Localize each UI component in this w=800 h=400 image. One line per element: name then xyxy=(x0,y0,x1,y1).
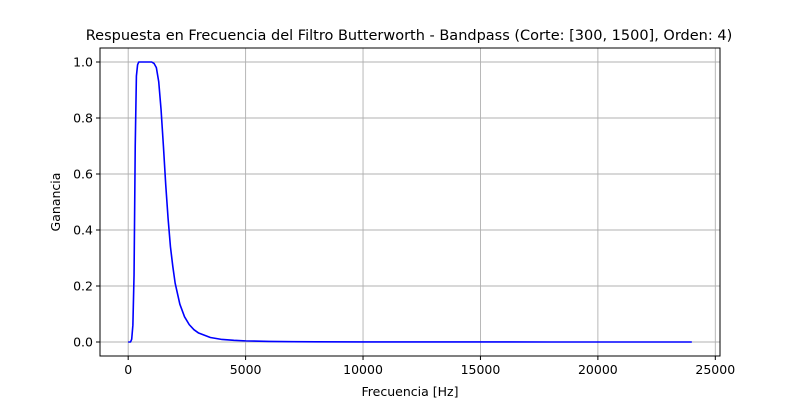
y-tick-label: 0.6 xyxy=(73,167,93,182)
series-line xyxy=(128,61,692,343)
x-tick-label: 10000 xyxy=(343,362,383,377)
x-tick-label: 15000 xyxy=(461,362,501,377)
y-axis-label: Ganancia xyxy=(48,173,63,232)
y-tick-label: 1.0 xyxy=(73,55,93,70)
y-tick-label: 0.4 xyxy=(73,223,93,238)
x-tick-label: 20000 xyxy=(578,362,618,377)
x-axis-label: Frecuencia [Hz] xyxy=(362,384,459,399)
x-tick-label: 5000 xyxy=(230,362,262,377)
y-tick-label: 0.2 xyxy=(73,279,93,294)
axes-frame xyxy=(99,47,721,357)
plot-area xyxy=(128,61,692,343)
x-tick-label: 0 xyxy=(124,362,132,377)
y-tick-label: 0.0 xyxy=(73,335,93,350)
y-axis-ticks: 0.0 0.2 0.4 0.6 0.8 1.0 xyxy=(73,55,100,350)
x-axis-ticks: 0 5000 10000 15000 20000 25000 xyxy=(124,356,735,377)
y-tick-label: 0.8 xyxy=(73,111,93,126)
chart-title: Respuesta en Frecuencia del Filtro Butte… xyxy=(86,28,733,44)
x-tick-label: 25000 xyxy=(695,362,735,377)
grid xyxy=(100,48,720,356)
